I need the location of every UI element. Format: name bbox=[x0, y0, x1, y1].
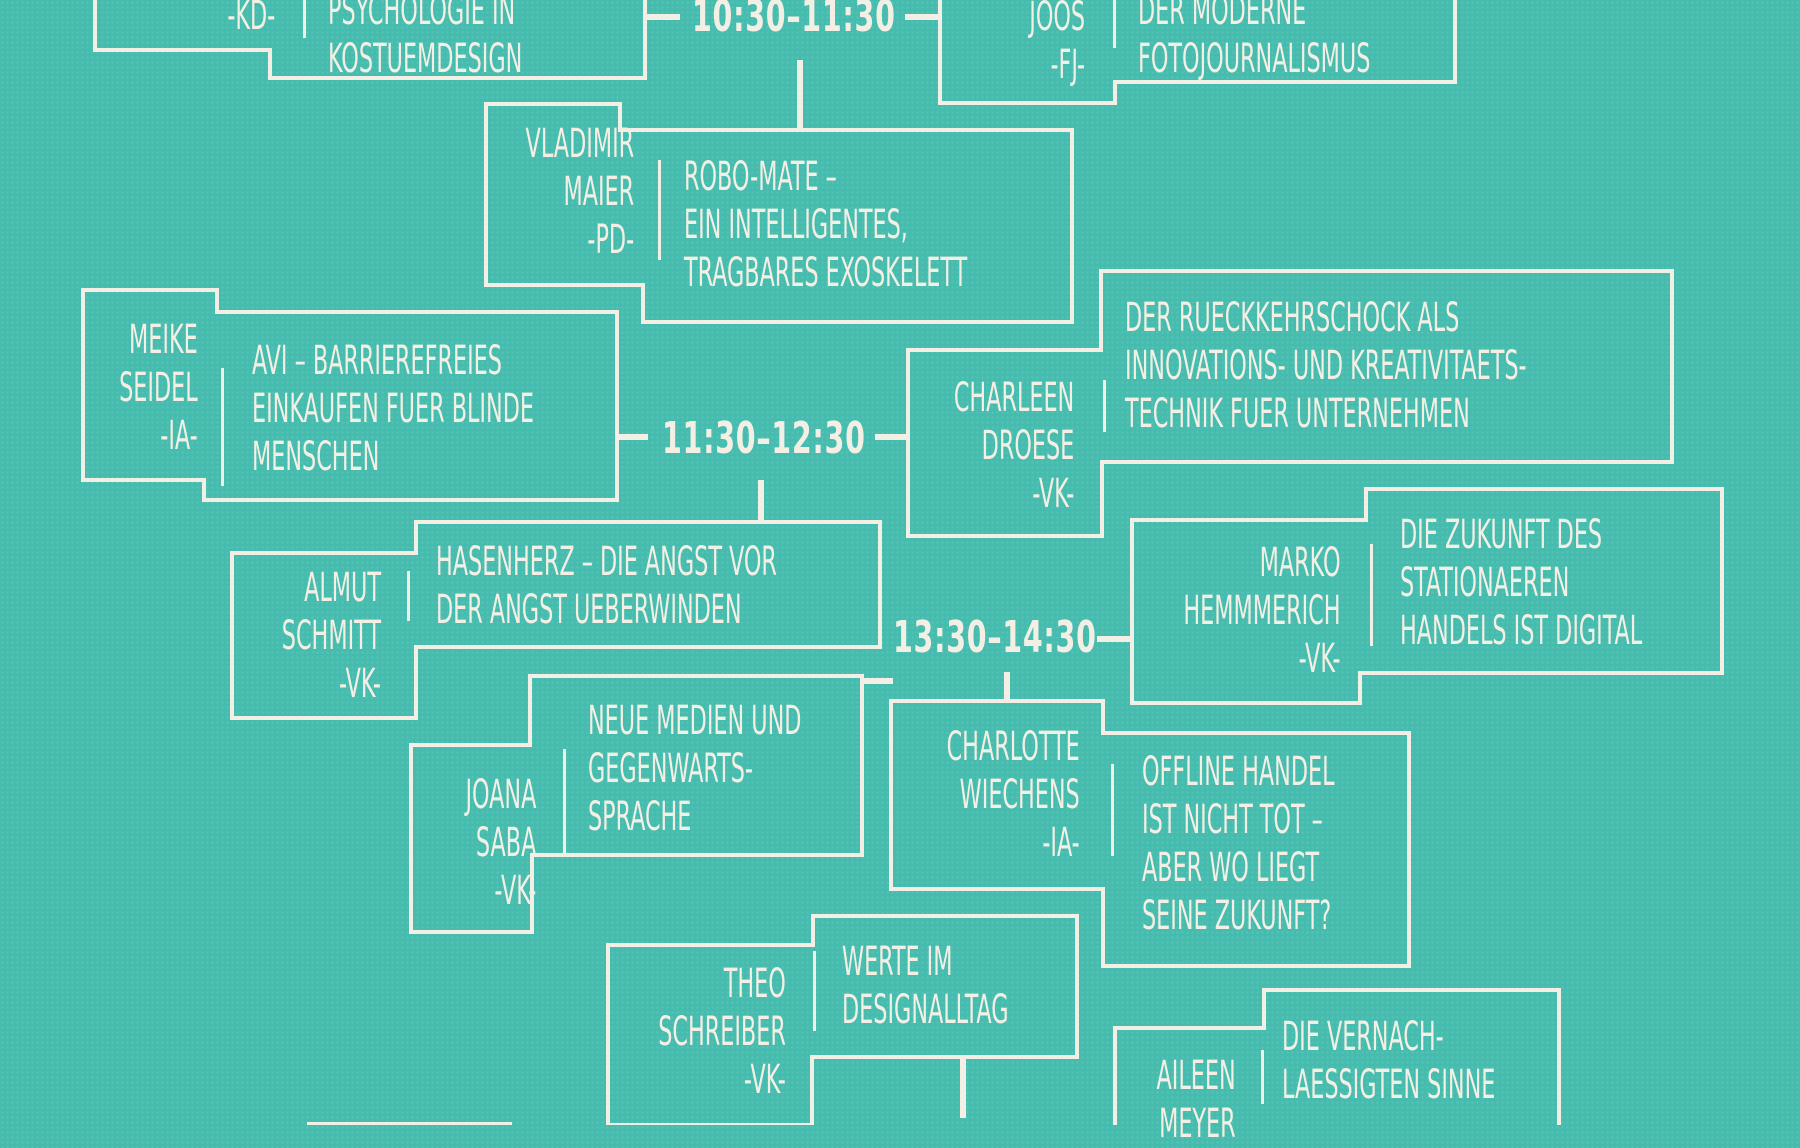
frame-ia1 bbox=[81, 288, 619, 502]
frame-fj bbox=[938, 0, 1457, 105]
frame-vk1 bbox=[906, 269, 1674, 538]
speaker-name: CHARLOTTE WIECHENS -IA- bbox=[946, 724, 1080, 866]
time-slot-2: 11:30–12:30 bbox=[662, 413, 866, 464]
session-divider bbox=[1261, 1050, 1264, 1104]
speaker-name: CHARLEEN DROESE -VK- bbox=[953, 375, 1074, 517]
speaker-name: AILEEN MEYER bbox=[1156, 1053, 1236, 1147]
schedule-frames bbox=[81, 0, 1724, 1125]
speaker-code: -KD- bbox=[227, 0, 275, 39]
speaker-name: MARKO HEMMMERICH -VK- bbox=[1183, 540, 1341, 682]
frame-last bbox=[1113, 988, 1561, 1125]
session-title: HASENHERZ – DIE ANGST VOR DER ANGST UEBER… bbox=[436, 539, 777, 633]
session-title: DIE ZUKUNFT DES STATIONAEREN HANDELS IST D… bbox=[1400, 512, 1643, 654]
session-divider bbox=[1103, 380, 1106, 432]
session-title: PSYCHOLOGIE IN KOSTUEMDESIGN bbox=[328, 0, 523, 82]
frame-ia2 bbox=[889, 699, 1411, 968]
frame-pd bbox=[484, 102, 1074, 324]
session-divider bbox=[303, 0, 306, 38]
frame-vk4 bbox=[409, 674, 864, 934]
frame-vk2 bbox=[230, 520, 882, 720]
speaker-name: MEIKE SEIDEL -IA- bbox=[119, 317, 198, 459]
session-divider bbox=[1111, 764, 1114, 856]
schedule-poster: 10:30–11:30 11:30–12:30 13:30–14:30 -KD-… bbox=[81, 0, 1724, 1147]
time-slot-3: 13:30–14:30 bbox=[893, 612, 1097, 663]
speaker-name: JOANA SABA -VK- bbox=[465, 772, 536, 914]
session-title: DER MODERNE FOTOJOURNALISMUS bbox=[1138, 0, 1371, 82]
speaker-name: VLADIMIR MAIER -PD- bbox=[525, 121, 634, 263]
session-divider bbox=[221, 368, 224, 486]
session-divider bbox=[407, 571, 410, 621]
frame-kd bbox=[93, 0, 647, 80]
speaker-name: JOOS -FJ- bbox=[1029, 0, 1085, 88]
session-title: AVI – BARRIEREFREIES EINKAUFEN FUER BLIND… bbox=[252, 338, 534, 480]
session-divider bbox=[1113, 0, 1116, 48]
session-divider bbox=[813, 951, 816, 1031]
time-slot-1: 10:30–11:30 bbox=[692, 0, 896, 42]
session-title: OFFLINE HANDEL IST NICHT TOT – ABER WO LIE… bbox=[1142, 749, 1335, 939]
speaker-name: ALMUT SCHMITT -VK- bbox=[281, 565, 381, 707]
session-title: DER RUECKKEHRSCHOCK ALS INNOVATIONS- UND … bbox=[1125, 295, 1527, 437]
session-title: WERTE IM DESIGNALLTAG bbox=[842, 939, 1009, 1033]
session-title: ROBO-MATE – EIN INTELLIGENTES, TRAGBARES E… bbox=[684, 154, 968, 296]
frame-vk3 bbox=[1130, 487, 1724, 705]
session-divider bbox=[658, 160, 661, 260]
session-title: DIE VERNACH- LAESSIGTEN SINNE bbox=[1282, 1014, 1496, 1108]
session-title: NEUE MEDIEN UND GEGENWARTS- SPRACHE bbox=[588, 698, 802, 840]
session-divider bbox=[563, 749, 566, 853]
speaker-name: THEO SCHREIBER -VK- bbox=[658, 961, 786, 1103]
frame-vk5 bbox=[606, 914, 1079, 1125]
session-divider bbox=[1370, 544, 1373, 646]
